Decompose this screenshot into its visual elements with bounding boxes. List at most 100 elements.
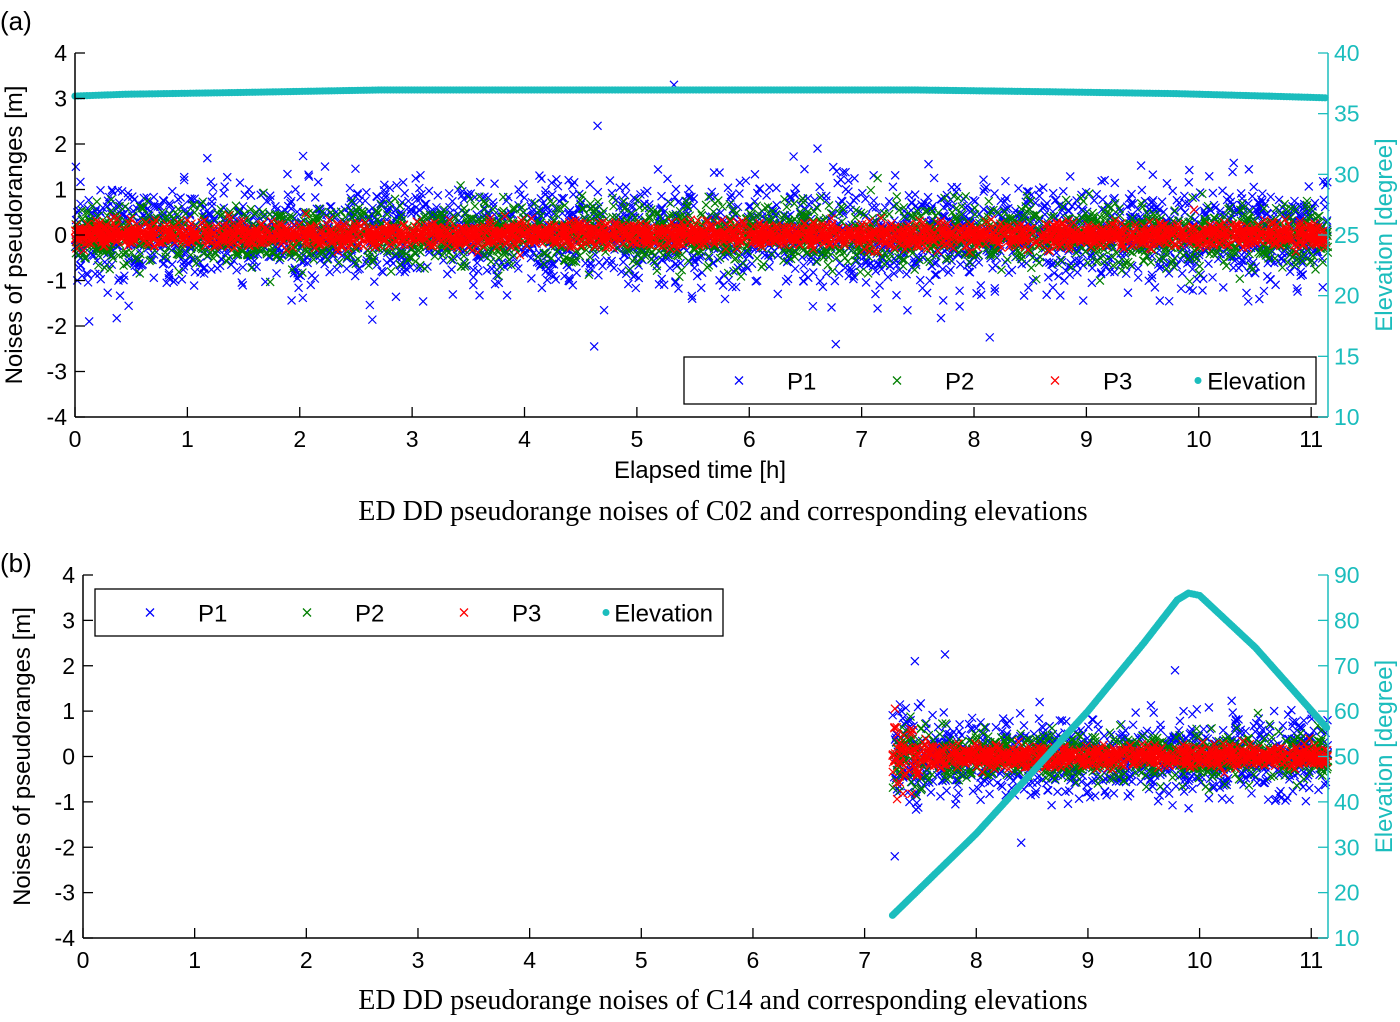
p1-marker	[95, 269, 104, 279]
p1-marker	[96, 185, 105, 195]
p1-marker	[850, 173, 859, 183]
p1-marker	[873, 303, 882, 313]
p1-marker	[671, 276, 681, 286]
p1-marker	[272, 268, 281, 278]
p1-marker	[367, 315, 377, 325]
p1-marker	[869, 196, 879, 206]
p1-marker	[727, 190, 736, 200]
p1-marker	[799, 261, 808, 270]
p1-marker	[843, 187, 853, 197]
p1-marker	[1078, 296, 1088, 305]
p1-marker	[955, 301, 965, 311]
p1-marker	[709, 168, 719, 178]
p1-marker	[818, 282, 828, 292]
p2-marker	[559, 255, 569, 265]
panel-label: (a)	[0, 6, 32, 36]
p1-marker	[433, 190, 443, 200]
p1-marker	[84, 317, 94, 326]
p1-marker	[1121, 269, 1131, 279]
p1-marker	[671, 184, 681, 194]
p1-marker	[360, 196, 370, 206]
p1-marker	[1007, 265, 1017, 275]
p1-marker	[537, 174, 546, 184]
p1-marker	[593, 187, 603, 197]
p1-marker	[790, 264, 800, 274]
p2-marker	[135, 269, 145, 278]
p1-marker	[1001, 257, 1010, 267]
p2-marker	[677, 265, 687, 275]
p1-marker	[424, 186, 434, 196]
p1-marker	[1304, 181, 1314, 191]
p1-marker	[395, 266, 405, 276]
p1-marker	[1229, 158, 1239, 168]
p1-marker	[789, 152, 799, 161]
p1-marker	[1146, 198, 1156, 208]
p1-marker	[585, 180, 595, 189]
p1-marker	[475, 290, 484, 300]
p1-marker	[631, 283, 641, 293]
data-marks	[70, 80, 1333, 351]
p1-marker	[283, 190, 293, 200]
p1-marker	[731, 282, 741, 292]
p1-marker	[1208, 272, 1217, 282]
p1-marker	[320, 162, 330, 171]
p1-marker	[1242, 288, 1251, 298]
p1-marker	[1136, 161, 1146, 170]
p2-marker	[873, 173, 883, 183]
panel-a: (a)0 1 2 3 4 5 6 7 8 9 10 11-4-3-2-1012341015202530…	[0, 6, 1398, 527]
p1-marker	[1265, 275, 1275, 284]
p2-marker	[456, 180, 466, 190]
p1-marker	[875, 281, 885, 290]
p1-marker	[599, 305, 609, 315]
p1-marker	[164, 270, 174, 280]
p1-marker	[821, 191, 831, 201]
p1-marker	[946, 265, 955, 275]
p1-marker	[1054, 271, 1063, 281]
p1-marker	[400, 188, 410, 198]
p1-marker	[132, 267, 141, 277]
p2-marker	[1002, 255, 1012, 265]
p1-marker	[1274, 195, 1284, 205]
p1-marker	[910, 190, 920, 200]
p1-marker	[979, 204, 989, 214]
p1-marker	[1000, 197, 1010, 206]
p1-marker	[215, 261, 225, 271]
p1-marker	[955, 286, 965, 296]
p1-marker	[1230, 256, 1240, 266]
p1-marker	[207, 197, 217, 207]
p2-marker	[297, 268, 307, 277]
p1-marker	[388, 259, 398, 268]
p1-marker	[827, 303, 836, 312]
p1-marker	[929, 173, 939, 183]
p2-marker	[752, 253, 762, 263]
p1-marker	[165, 200, 175, 210]
p1-marker	[475, 177, 485, 187]
p1-marker	[665, 263, 675, 273]
p1-marker	[1150, 283, 1160, 292]
p1-marker	[325, 267, 335, 277]
p2-marker	[1095, 276, 1105, 286]
p2-marker	[674, 272, 684, 282]
p1-marker	[549, 260, 559, 269]
p1-marker	[519, 193, 529, 203]
p1-marker	[1001, 176, 1010, 186]
p1-marker	[985, 332, 995, 342]
p1-marker	[1133, 264, 1143, 273]
p1-marker	[1023, 283, 1033, 293]
p2-marker	[470, 201, 480, 211]
p1-marker	[1022, 187, 1032, 196]
p1-marker	[1043, 272, 1053, 282]
p1-marker	[103, 288, 113, 298]
p2-marker	[757, 262, 767, 272]
p1-marker	[1076, 257, 1086, 267]
p1-marker	[142, 193, 152, 202]
p1-marker	[955, 260, 965, 269]
p1-marker	[567, 181, 577, 190]
p1-marker	[202, 153, 212, 163]
p2-marker	[823, 260, 833, 270]
p2-marker	[1026, 263, 1036, 273]
p1-marker	[621, 182, 631, 192]
p1-marker	[369, 277, 379, 287]
p1-marker	[167, 186, 177, 196]
p1-marker	[411, 174, 421, 183]
